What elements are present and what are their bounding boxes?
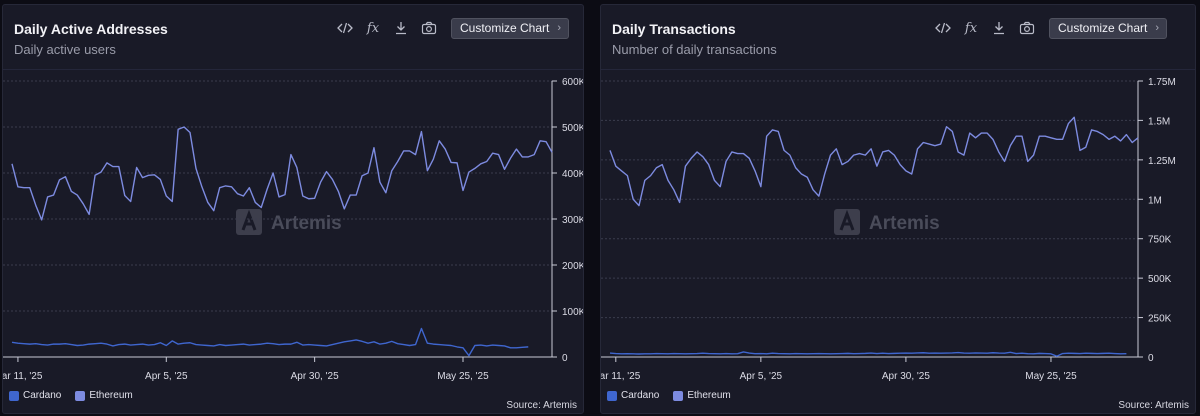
customize-chart-label: Customize Chart: [1058, 21, 1148, 35]
x-tick-label: May 25, '25: [1025, 371, 1077, 382]
y-tick-label: 1M: [1148, 195, 1162, 206]
series-line-ethereum: [609, 116, 1139, 207]
x-tick-label: Apr 30, '25: [291, 371, 339, 382]
camera-icon[interactable]: [1013, 17, 1041, 39]
legend-swatch: [75, 390, 86, 401]
legend-swatch: [9, 390, 19, 401]
fx-icon[interactable]: fx: [964, 20, 978, 36]
grid-lines: [601, 80, 1143, 358]
watermark: Artemis: [236, 209, 342, 235]
y-tick-label: 250K: [1148, 314, 1172, 325]
watermark-text: Artemis: [271, 213, 342, 234]
series-line-ethereum: [11, 126, 553, 221]
y-tick-label: 300K: [562, 215, 584, 226]
chart-legend: Cardano Ethereum: [9, 390, 133, 401]
watermark: Artemis: [834, 209, 940, 235]
customize-chart-button[interactable]: Customize Chart ›: [451, 17, 570, 39]
daily-active-addresses-panel: Daily Active Addresses Daily active user…: [2, 4, 584, 414]
legend-item-cardano[interactable]: Cardano: [607, 390, 659, 401]
customize-chart-button[interactable]: Customize Chart ›: [1049, 17, 1168, 39]
panel-subtitle: Daily active users: [14, 42, 116, 57]
header-divider: [3, 69, 583, 70]
legend-label: Ethereum: [687, 390, 731, 401]
panel-subtitle: Number of daily transactions: [612, 42, 777, 57]
y-tick-label: 600K: [562, 77, 584, 88]
chart-toolbar: fx Customize Chart ›: [929, 17, 1168, 39]
y-tick-label: 500K: [562, 123, 584, 134]
watermark-text: Artemis: [869, 213, 940, 234]
x-tick-label: Apr 30, '25: [882, 371, 930, 382]
chevron-right-icon: ›: [557, 22, 562, 34]
source-label: Source: Artemis: [1118, 400, 1189, 411]
grid-lines: [3, 80, 557, 358]
header-divider: [601, 69, 1195, 70]
x-tick-label: Mar 11, '25: [601, 371, 641, 382]
x-tick-label: May 25, '25: [437, 371, 489, 382]
legend-swatch: [607, 390, 617, 401]
source-label: Source: Artemis: [506, 400, 577, 411]
legend-label: Cardano: [23, 390, 62, 401]
legend-label: Ethereum: [89, 390, 133, 401]
camera-icon[interactable]: [415, 17, 443, 39]
chart-toolbar: fx Customize Chart ›: [331, 17, 570, 39]
legend-item-ethereum[interactable]: Ethereum: [75, 390, 133, 401]
y-tick-label: 200K: [562, 261, 584, 272]
y-tick-label: 750K: [1148, 235, 1172, 246]
x-tick-label: Apr 5, '25: [145, 371, 188, 382]
fx-icon[interactable]: fx: [366, 20, 380, 36]
code-icon[interactable]: [331, 17, 359, 39]
y-tick-label: 0: [562, 353, 568, 364]
download-icon[interactable]: [387, 17, 415, 39]
chart-legend: Cardano Ethereum: [607, 390, 731, 401]
legend-swatch: [673, 390, 684, 401]
legend-item-ethereum[interactable]: Ethereum: [673, 390, 731, 401]
panel-title: Daily Transactions: [612, 21, 736, 37]
y-tick-label: 500K: [1148, 274, 1172, 285]
customize-chart-label: Customize Chart: [460, 21, 550, 35]
y-tick-label: 100K: [562, 307, 584, 318]
active-addresses-chart: Artemis 0 100K 200K 300K 400K 500K 600K Mar 11,…: [3, 77, 584, 382]
series-line-cardano: [11, 327, 529, 357]
download-icon[interactable]: [985, 17, 1013, 39]
y-tick-label: 1.25M: [1148, 156, 1176, 167]
y-tick-label: 1.75M: [1148, 77, 1176, 88]
chevron-right-icon: ›: [1155, 22, 1160, 34]
legend-label: Cardano: [621, 390, 660, 401]
panel-title: Daily Active Addresses: [14, 21, 168, 37]
x-tick-label: Apr 5, '25: [740, 371, 783, 382]
x-tick-label: Mar 11, '25: [3, 371, 43, 382]
daily-transactions-chart: Artemis 0 250K 500K 750K 1M 1.25M 1.5M 1.75M Mar…: [601, 77, 1176, 382]
y-tick-label: 1.5M: [1148, 116, 1170, 127]
code-icon[interactable]: [929, 17, 957, 39]
legend-item-cardano[interactable]: Cardano: [9, 390, 61, 401]
y-tick-label: 400K: [562, 169, 584, 180]
daily-transactions-panel: Daily Transactions Number of daily trans…: [600, 4, 1196, 414]
series-line-cardano: [609, 351, 1127, 357]
y-tick-label: 0: [1148, 353, 1154, 364]
